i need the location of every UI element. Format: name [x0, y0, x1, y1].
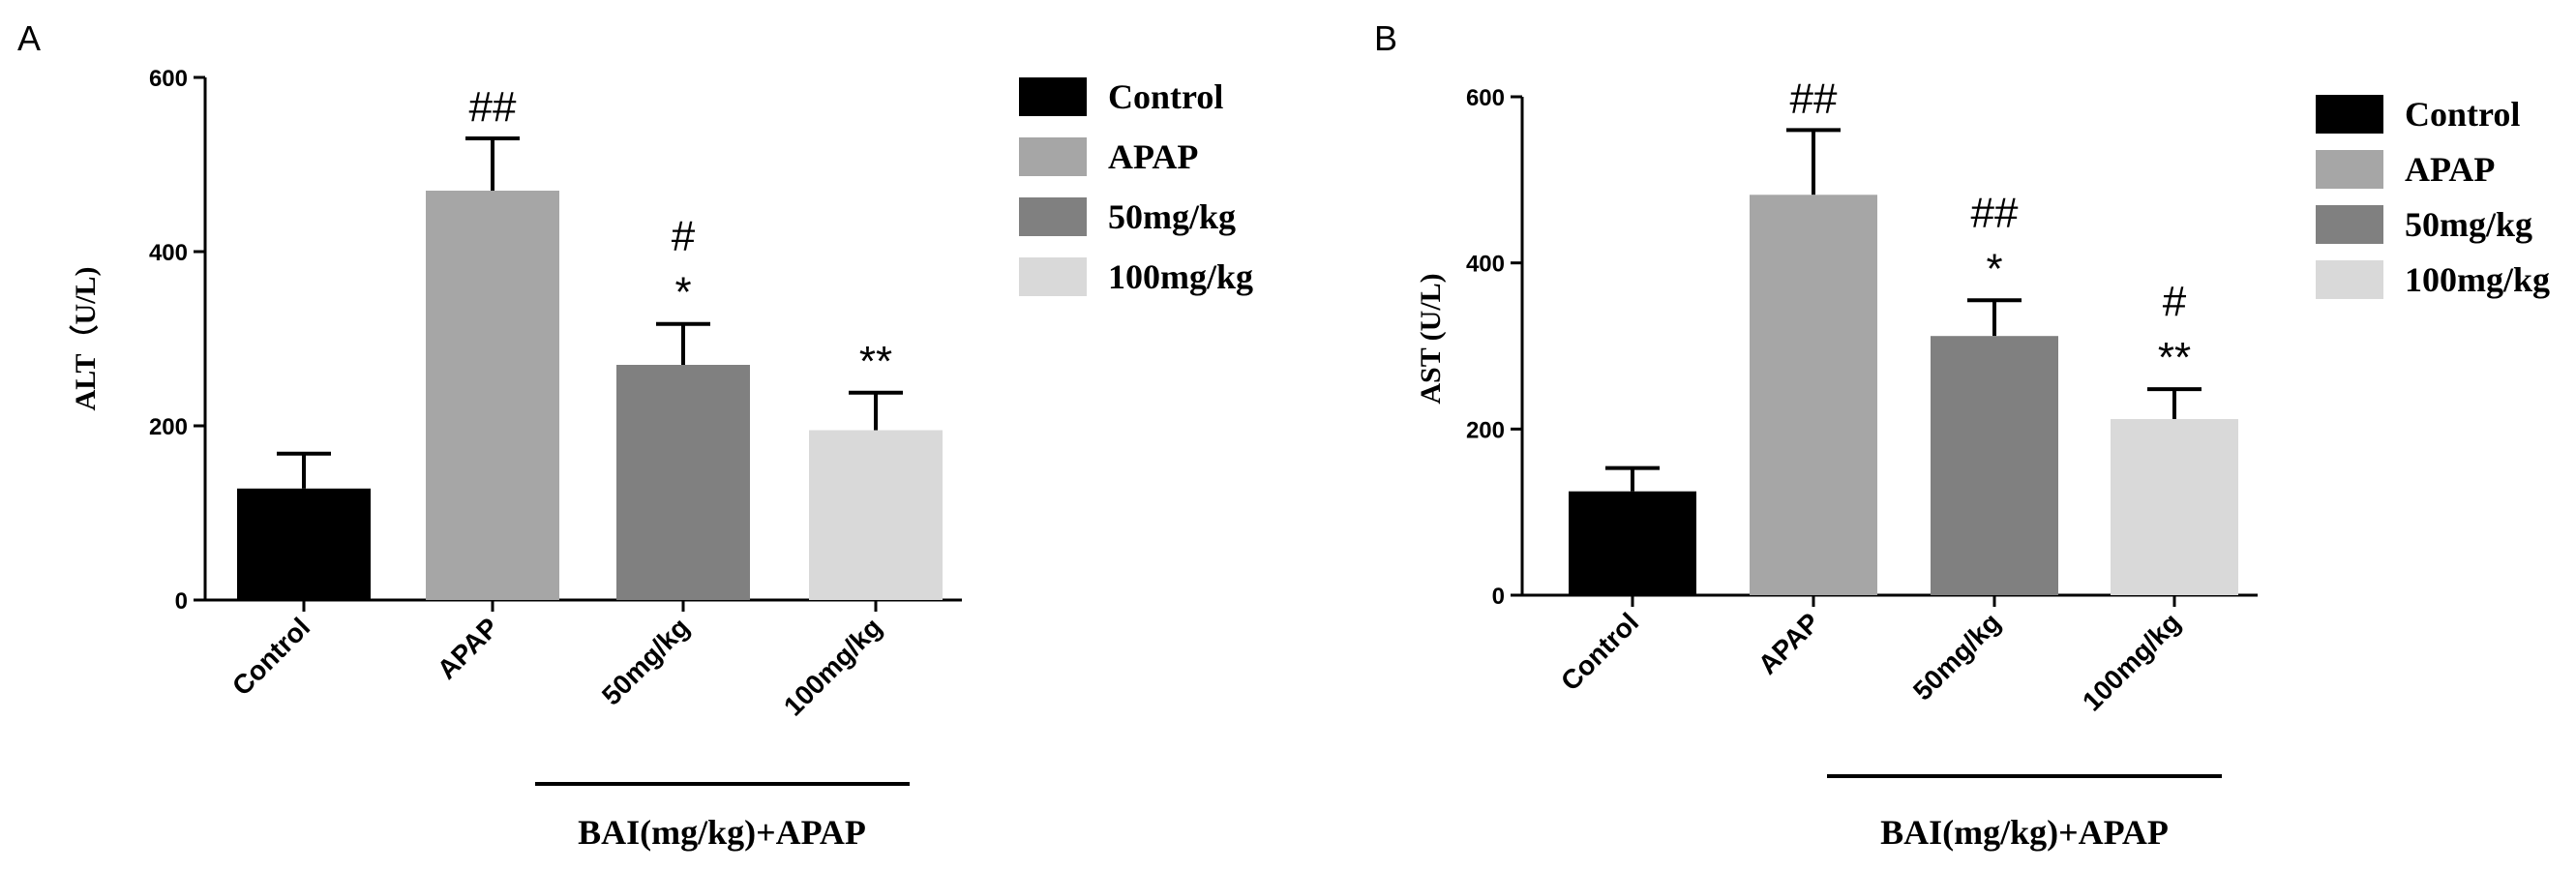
panel-b-legend-swatch-1	[2316, 150, 2383, 189]
panel-a-legend-swatch-2	[1019, 197, 1087, 236]
panel-b-bar-2	[1931, 336, 2058, 595]
panel-b-significance-mark: **	[2158, 334, 2191, 381]
panel-b-legend-swatch-3	[2316, 260, 2383, 299]
panel-a-legend-swatch-3	[1019, 257, 1087, 296]
panel-a-category-label-3: 100mg/kg	[778, 612, 887, 721]
panel-a-legend-label-0: Control	[1108, 77, 1223, 116]
panel-a-legend-label-3: 100mg/kg	[1108, 257, 1253, 296]
panel-a-letter: A	[17, 18, 41, 58]
panel-a-bar-2	[616, 365, 750, 600]
panel-b-legend-label-0: Control	[2405, 95, 2520, 134]
panel-b-bar-0	[1569, 491, 1696, 595]
panel-a-bar-1	[426, 191, 559, 600]
panel-a-legend-swatch-1	[1019, 137, 1087, 176]
panel-b-y-tick-label: 600	[1466, 85, 1505, 111]
panel-b-y-tick-label: 200	[1466, 417, 1505, 443]
panel-b-bar-3	[2111, 419, 2238, 595]
panel-b-legend-swatch-0	[2316, 95, 2383, 134]
panel-a-y-axis-label: ALT（U/L)	[69, 267, 102, 411]
panel-a-legend-swatch-0	[1019, 77, 1087, 116]
panel-a-y-tick-label: 0	[175, 588, 188, 615]
panel-a-bar-0	[237, 488, 371, 600]
panel-a-y-tick-label: 600	[149, 66, 188, 92]
panel-a-bar-3	[809, 430, 943, 600]
panel-a-category-label-0: Control	[226, 612, 315, 701]
panel-a-significance-mark: **	[859, 338, 892, 385]
panel-b-y-tick-label: 0	[1492, 584, 1505, 610]
panel-a-legend-label-1: APAP	[1108, 137, 1198, 176]
panel-a-significance-mark: #	[672, 213, 696, 260]
panel-a-category-label-2: 50mg/kg	[596, 612, 695, 710]
panel-b-category-label-1: APAP	[1752, 607, 1825, 679]
panel-b-y-axis-label: AST (U/L)	[1415, 273, 1447, 404]
panel-b-legend-label-1: APAP	[2405, 150, 2495, 189]
panel-a-y-tick-label: 200	[149, 414, 188, 440]
panel-a-significance-mark: ##	[469, 83, 517, 131]
panel-b-category-label-0: Control	[1555, 607, 1644, 696]
panel-a-y-tick-label: 400	[149, 240, 188, 266]
panel-b-legend-label-3: 100mg/kg	[2405, 260, 2550, 299]
panel-a-category-label-1: APAP	[432, 612, 504, 684]
panel-b-legend-label-2: 50mg/kg	[2405, 205, 2532, 244]
panel-b-significance-mark: #	[2163, 278, 2187, 325]
panel-b-bar-1	[1750, 195, 1877, 596]
panel-b-category-label-2: 50mg/kg	[1907, 607, 2006, 706]
panel-a-group-label: BAI(mg/kg)+APAP	[578, 813, 866, 852]
panel-b-y-tick-label: 400	[1466, 252, 1505, 278]
panel-b-significance-mark: ##	[1971, 189, 2019, 236]
panel-b-legend-swatch-2	[2316, 205, 2383, 244]
panel-a-legend-label-2: 50mg/kg	[1108, 197, 1236, 236]
panel-b-significance-mark: ##	[1790, 75, 1838, 122]
panel-b-group-label: BAI(mg/kg)+APAP	[1880, 813, 2169, 852]
panel-b-category-label-3: 100mg/kg	[2077, 607, 2186, 716]
panel-a-significance-mark: *	[674, 269, 691, 316]
panel-b-significance-mark: *	[1986, 245, 2002, 292]
panel-b-letter: B	[1374, 18, 1397, 58]
